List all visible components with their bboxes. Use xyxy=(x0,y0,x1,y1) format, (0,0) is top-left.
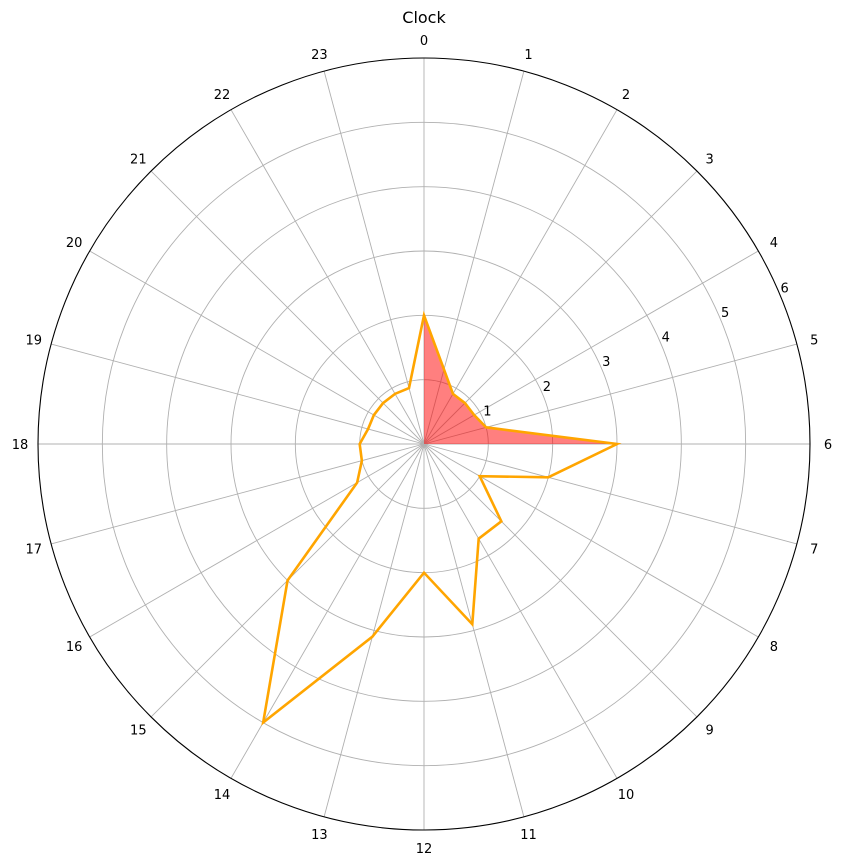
r-tick-label: 1 xyxy=(483,404,491,419)
r-tick-label: 4 xyxy=(662,331,670,346)
outer-frame xyxy=(37,57,811,831)
r-tick-label: 3 xyxy=(602,355,610,370)
theta-tick-label: 14 xyxy=(214,788,231,803)
theta-tick-label: 6 xyxy=(824,438,832,453)
polar-frame xyxy=(37,57,811,831)
theta-tick-label: 11 xyxy=(520,828,537,843)
theta-tick-label: 13 xyxy=(311,828,328,843)
series-fill-area xyxy=(424,315,617,444)
theta-tick-label: 18 xyxy=(12,438,29,453)
theta-tick-label: 22 xyxy=(214,88,231,103)
theta-tick-label: 8 xyxy=(770,640,778,655)
theta-tick-label: 3 xyxy=(706,152,714,167)
r-tick-label: 5 xyxy=(721,306,729,321)
theta-tick-label: 20 xyxy=(66,236,83,251)
series-line xyxy=(261,310,622,726)
r-gridline xyxy=(101,121,747,767)
r-tick-label: 2 xyxy=(543,380,551,395)
theta-tick-label: 16 xyxy=(66,640,83,655)
theta-tick-label: 1 xyxy=(524,48,532,63)
theta-tick-label: 15 xyxy=(130,724,147,739)
theta-tick-label: 5 xyxy=(810,333,818,348)
chart-title: Clock xyxy=(402,8,446,27)
theta-tick-label: 12 xyxy=(416,842,433,857)
r-tick-labels: 1 2 3 4 5 6 xyxy=(483,281,788,419)
r-tick-label: 6 xyxy=(780,281,788,296)
theta-tick-label: 7 xyxy=(810,543,818,558)
theta-tick-label: 0 xyxy=(420,34,428,49)
r-gridline xyxy=(166,186,682,702)
theta-tick-label: 17 xyxy=(25,543,42,558)
theta-tick-label: 21 xyxy=(130,152,147,167)
series-fill xyxy=(424,315,617,444)
theta-tick-label: 23 xyxy=(311,48,328,63)
theta-tick-label: 2 xyxy=(622,88,630,103)
theta-tick-label: 4 xyxy=(770,236,778,251)
theta-tick-label: 19 xyxy=(25,333,42,348)
theta-tick-label: 10 xyxy=(618,788,635,803)
theta-tick-label: 9 xyxy=(706,724,714,739)
